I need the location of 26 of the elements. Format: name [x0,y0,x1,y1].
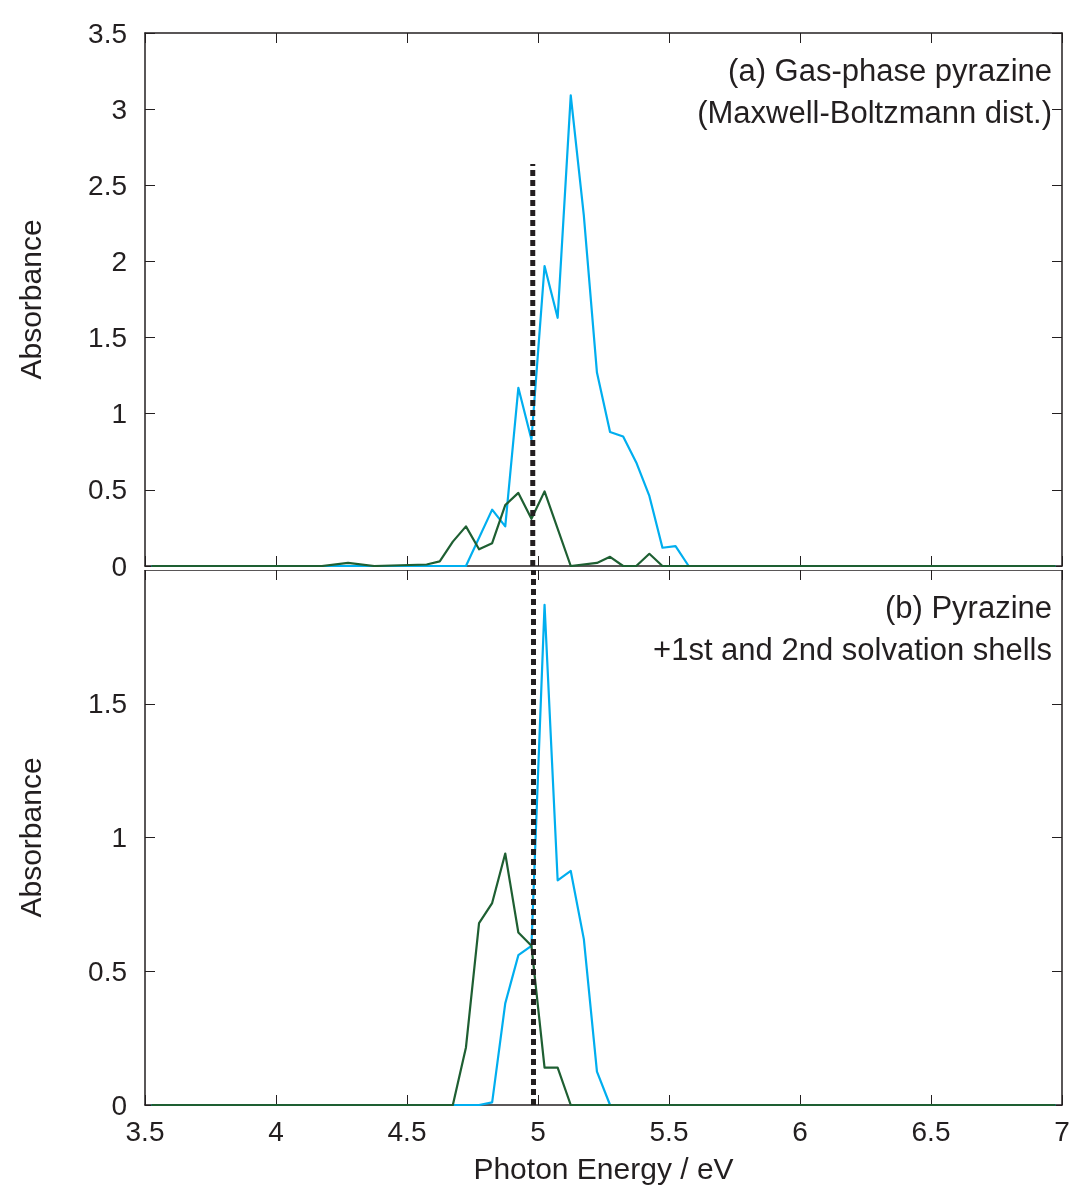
y-tick-label: 0.5 [88,474,127,506]
x-tick-label: 7 [1054,1115,1070,1147]
y-tick-label: 1.5 [88,688,127,720]
x-tick-label: 6 [792,1115,808,1147]
annotation: +1st and 2nd solvation shells [653,632,1053,667]
y-tick-label: 2 [111,245,127,277]
y-tick-label: 0 [111,1089,127,1121]
y-tick-label: 3.5 [88,17,127,49]
y-tick-label: 0.5 [88,955,127,987]
y-axis-title: Absorbance [13,219,47,380]
x-tick-label: 6.5 [911,1115,951,1147]
annotation: (a) Gas-phase pyrazine [728,53,1053,88]
y-axis-title: Absorbance [13,757,47,918]
y-tick-label: 1 [111,822,127,853]
x-tick-label: 4.5 [387,1115,427,1147]
y-tick-label: 0 [111,550,127,582]
annotation: (Maxwell-Boltzmann dist.) [697,95,1053,130]
x-axis-title: Photon Energy / eV [473,1151,734,1185]
x-tick-label: 5 [530,1115,546,1147]
x-tick-label: 5.5 [649,1115,689,1147]
y-tick-label: 3 [111,93,127,125]
y-tick-label: 1 [111,398,127,430]
y-tick-label: 2.5 [88,169,127,201]
annotation: (b) Pyrazine [884,590,1052,625]
y-tick-label: 1.5 [88,322,127,354]
x-tick-label: 4 [268,1115,284,1147]
